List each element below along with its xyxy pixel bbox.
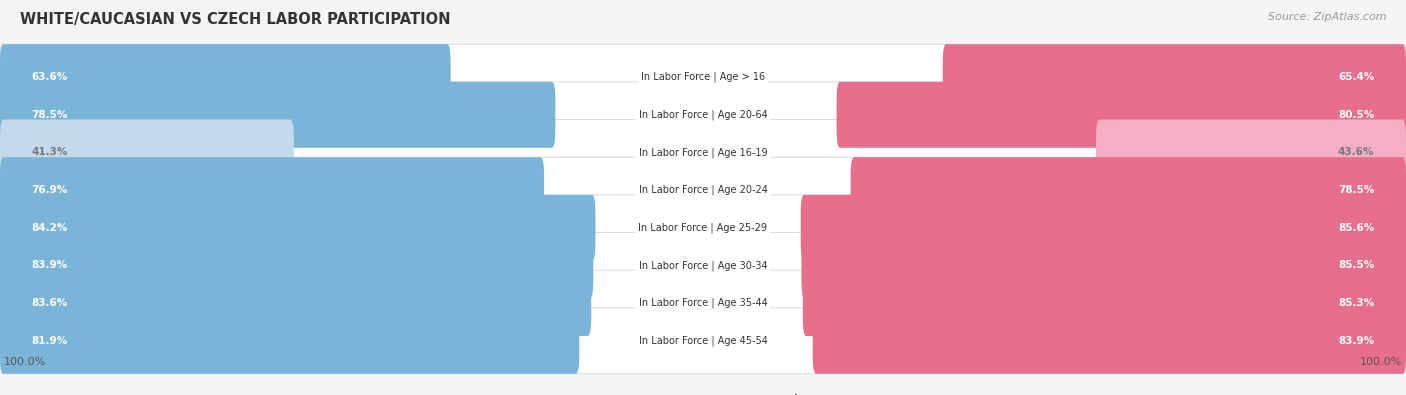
Text: Source: ZipAtlas.com: Source: ZipAtlas.com — [1268, 12, 1386, 22]
FancyBboxPatch shape — [0, 44, 1406, 110]
Text: 76.9%: 76.9% — [31, 185, 67, 195]
Text: 63.6%: 63.6% — [31, 72, 67, 82]
FancyBboxPatch shape — [851, 157, 1406, 223]
Text: 41.3%: 41.3% — [31, 147, 67, 158]
FancyBboxPatch shape — [0, 120, 294, 185]
FancyBboxPatch shape — [0, 308, 579, 374]
Text: 85.3%: 85.3% — [1339, 298, 1375, 308]
FancyBboxPatch shape — [0, 82, 1406, 148]
Text: In Labor Force | Age 20-64: In Labor Force | Age 20-64 — [638, 109, 768, 120]
FancyBboxPatch shape — [0, 233, 593, 299]
FancyBboxPatch shape — [0, 157, 1406, 223]
Text: 83.9%: 83.9% — [1339, 336, 1375, 346]
FancyBboxPatch shape — [801, 233, 1406, 299]
FancyBboxPatch shape — [942, 44, 1406, 110]
Text: 83.6%: 83.6% — [31, 298, 67, 308]
Text: 81.9%: 81.9% — [31, 336, 67, 346]
FancyBboxPatch shape — [0, 270, 1406, 336]
Text: 78.5%: 78.5% — [31, 110, 67, 120]
Text: In Labor Force | Age 25-29: In Labor Force | Age 25-29 — [638, 222, 768, 233]
Text: In Labor Force | Age 45-54: In Labor Force | Age 45-54 — [638, 335, 768, 346]
Text: In Labor Force | Age 16-19: In Labor Force | Age 16-19 — [638, 147, 768, 158]
Text: In Labor Force | Age > 16: In Labor Force | Age > 16 — [641, 72, 765, 83]
FancyBboxPatch shape — [801, 195, 1406, 261]
FancyBboxPatch shape — [1097, 120, 1406, 185]
Text: 80.5%: 80.5% — [1339, 110, 1375, 120]
Text: 78.5%: 78.5% — [1339, 185, 1375, 195]
Text: 100.0%: 100.0% — [1360, 357, 1403, 367]
FancyBboxPatch shape — [0, 157, 544, 223]
FancyBboxPatch shape — [0, 120, 1406, 185]
Text: 84.2%: 84.2% — [31, 223, 67, 233]
Text: In Labor Force | Age 20-24: In Labor Force | Age 20-24 — [638, 185, 768, 196]
Text: WHITE/CAUCASIAN VS CZECH LABOR PARTICIPATION: WHITE/CAUCASIAN VS CZECH LABOR PARTICIPA… — [20, 12, 450, 27]
FancyBboxPatch shape — [813, 308, 1406, 374]
FancyBboxPatch shape — [0, 233, 1406, 299]
Text: In Labor Force | Age 35-44: In Labor Force | Age 35-44 — [638, 298, 768, 308]
Text: 65.4%: 65.4% — [1339, 72, 1375, 82]
Legend: White/Caucasian, Czech: White/Caucasian, Czech — [599, 389, 807, 395]
FancyBboxPatch shape — [0, 82, 555, 148]
Text: In Labor Force | Age 30-34: In Labor Force | Age 30-34 — [638, 260, 768, 271]
FancyBboxPatch shape — [0, 308, 1406, 374]
FancyBboxPatch shape — [0, 44, 450, 110]
Text: 85.6%: 85.6% — [1339, 223, 1375, 233]
Text: 100.0%: 100.0% — [3, 357, 46, 367]
Text: 85.5%: 85.5% — [1339, 260, 1375, 271]
FancyBboxPatch shape — [0, 270, 591, 336]
FancyBboxPatch shape — [0, 195, 596, 261]
Text: 43.6%: 43.6% — [1339, 147, 1375, 158]
Text: 83.9%: 83.9% — [31, 260, 67, 271]
FancyBboxPatch shape — [837, 82, 1406, 148]
FancyBboxPatch shape — [803, 270, 1406, 336]
FancyBboxPatch shape — [0, 195, 1406, 261]
